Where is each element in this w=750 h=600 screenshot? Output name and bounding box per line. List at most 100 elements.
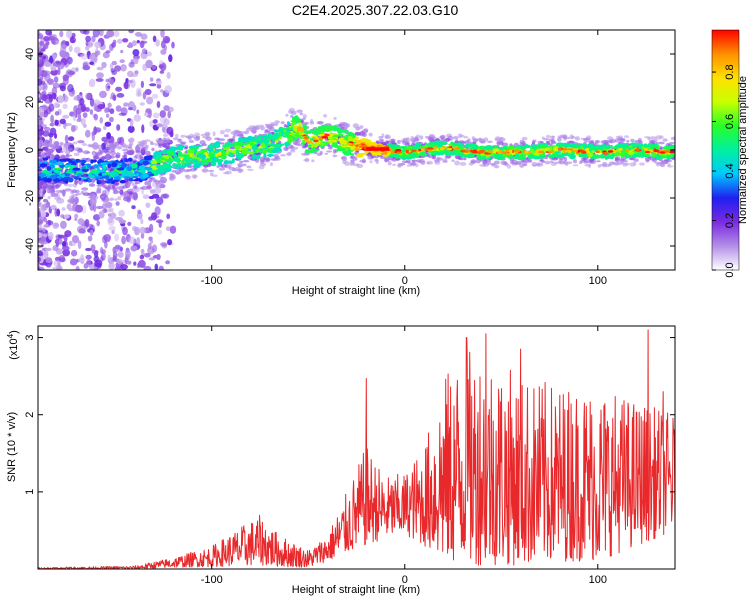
heatmap-cell — [96, 66, 104, 71]
heatmap-cell — [151, 93, 159, 99]
heatmap-cell — [141, 48, 147, 55]
heatmap-cell — [40, 204, 47, 213]
heatmap-cell — [41, 124, 47, 129]
heatmap-cell — [635, 148, 641, 151]
heatmap-cell — [57, 234, 65, 239]
heatmap-cell — [478, 149, 485, 153]
heatmap-cell — [134, 70, 139, 75]
heatmap-cell — [162, 155, 170, 159]
heatmap-cell — [124, 158, 129, 163]
snr-ytick-label: 1 — [24, 489, 36, 495]
heatmap-cell — [47, 219, 52, 226]
heatmap-cell — [148, 223, 154, 233]
heatmap-cell — [607, 163, 613, 167]
heatmap-cell — [268, 154, 273, 157]
heatmap-cell — [346, 142, 353, 146]
heatmap-cell — [304, 139, 310, 143]
heatmap-cell — [117, 186, 125, 191]
heatmap-cell — [359, 159, 366, 163]
heatmap-cell — [121, 172, 130, 178]
heatmap-cell — [158, 140, 164, 145]
heatmap-cell — [80, 105, 87, 112]
heatmap-cell — [113, 30, 120, 38]
heatmap-cell — [392, 163, 396, 166]
heatmap-cell — [480, 140, 486, 144]
heatmap-cell — [155, 219, 164, 224]
heatmap-cell — [116, 93, 125, 98]
heatmap-cell — [82, 65, 91, 71]
heatmap-cell — [134, 226, 140, 236]
spectrogram-ytick-label: 0 — [24, 147, 36, 153]
heatmap-cell — [38, 161, 43, 164]
heatmap-cell — [479, 164, 487, 167]
heatmap-cell — [77, 148, 82, 154]
heatmap-cell — [402, 141, 408, 145]
heatmap-cell — [444, 155, 451, 159]
heatmap-cell — [267, 124, 274, 130]
heatmap-cell — [136, 87, 142, 94]
heatmap-cell — [123, 151, 129, 155]
heatmap-cell — [570, 136, 576, 139]
heatmap-cell — [93, 155, 99, 160]
heatmap-cell — [212, 150, 219, 154]
heatmap-cell — [430, 153, 436, 156]
heatmap-cell — [89, 229, 94, 236]
heatmap-cell — [623, 160, 628, 163]
heatmap-cell — [304, 136, 308, 140]
heatmap-cell — [62, 103, 68, 110]
heatmap-cell — [74, 46, 81, 54]
heatmap-cell — [44, 247, 52, 252]
heatmap-cell — [239, 153, 245, 158]
heatmap-cell — [96, 72, 104, 79]
heatmap-cell — [171, 41, 175, 49]
heatmap-cell — [359, 125, 364, 129]
heatmap-cell — [52, 82, 60, 89]
heatmap-cell — [201, 161, 209, 165]
heatmap-cell — [562, 151, 569, 157]
heatmap-cell — [96, 152, 103, 156]
heatmap-cell — [89, 97, 95, 107]
heatmap-cell — [551, 135, 555, 141]
heatmap-cell — [547, 150, 555, 153]
heatmap-cell — [93, 103, 98, 111]
heatmap-cell — [136, 211, 143, 220]
heatmap-cell — [101, 175, 109, 179]
heatmap-cell — [66, 203, 72, 210]
heatmap-cell — [154, 186, 162, 194]
heatmap-cell — [580, 159, 586, 163]
heatmap-cell — [115, 86, 122, 92]
heatmap-cell — [378, 136, 384, 139]
heatmap-cell — [54, 208, 58, 217]
heatmap-cell — [218, 167, 226, 171]
heatmap-cell — [637, 150, 642, 155]
heatmap-cell — [77, 140, 85, 144]
heatmap-cell — [140, 33, 148, 40]
heatmap-cell — [486, 161, 492, 165]
heatmap-cell — [311, 159, 315, 163]
heatmap-cell — [172, 137, 179, 141]
heatmap-cell — [100, 256, 104, 262]
heatmap-cell — [78, 228, 85, 234]
heatmap-cell — [38, 165, 41, 169]
heatmap-cell — [137, 209, 142, 214]
heatmap-cell — [422, 145, 430, 148]
heatmap-cell — [439, 147, 445, 150]
heatmap-cell — [93, 113, 99, 121]
heatmap-cell — [658, 141, 665, 145]
heatmap-cell — [68, 148, 75, 152]
heatmap-cell — [352, 123, 360, 129]
heatmap-cell — [100, 162, 108, 166]
heatmap-cell — [390, 150, 395, 154]
snr-xlabel: Height of straight line (km) — [292, 584, 420, 596]
heatmap-cell — [71, 249, 78, 257]
heatmap-cell — [454, 154, 462, 160]
spectrogram-ylabel: Frequency (Hz) — [6, 112, 18, 188]
heatmap-cell — [140, 148, 145, 153]
heatmap-cell — [85, 254, 92, 260]
heatmap-cell — [109, 79, 115, 85]
heatmap-cell — [86, 178, 92, 183]
heatmap-cell — [547, 154, 552, 158]
heatmap-cell — [126, 260, 132, 265]
heatmap-cell — [73, 96, 78, 101]
heatmap-cell — [328, 147, 333, 150]
